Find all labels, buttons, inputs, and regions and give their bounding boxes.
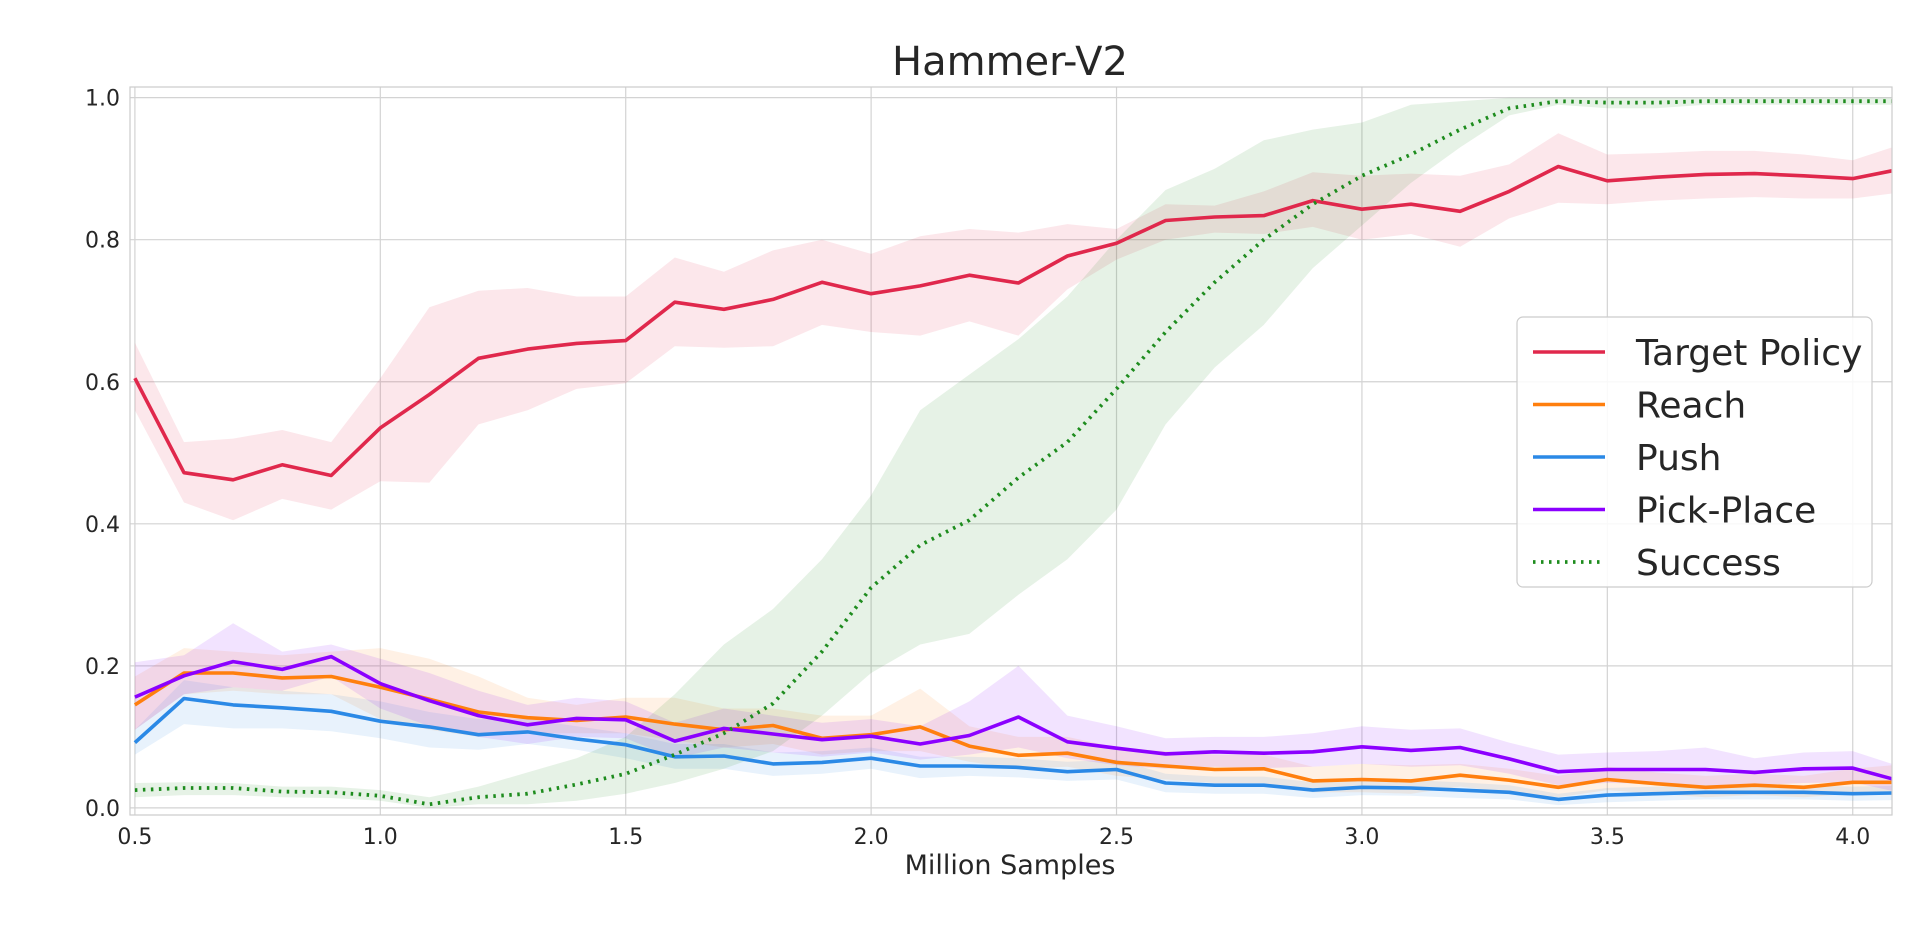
legend: Target Policy Reach Push Pick-Place Success xyxy=(1516,316,1873,588)
y-tick-label: 0.8 xyxy=(85,229,120,254)
legend-label-pick-place: Pick-Place xyxy=(1636,491,1816,532)
x-tick-label: 4.0 xyxy=(1835,825,1870,850)
legend-label-target-policy: Target Policy xyxy=(1635,333,1862,374)
plot-frame xyxy=(129,86,1893,816)
x-tick-label: 2.0 xyxy=(854,825,889,850)
y-tick-label: 0.2 xyxy=(85,655,120,680)
chart-title: Hammer-V2 xyxy=(892,39,1128,85)
x-tick-label: 3.5 xyxy=(1590,825,1625,850)
y-tick-label: 0.0 xyxy=(85,797,120,822)
x-tick-label: 3.0 xyxy=(1344,825,1379,850)
x-tick-label: 1.5 xyxy=(608,825,643,850)
target-policy-band xyxy=(134,133,1892,521)
legend-label-push: Push xyxy=(1636,438,1721,479)
target-policy-line xyxy=(133,164,1893,482)
legend-box xyxy=(1516,316,1873,588)
y-tick-label: 0.6 xyxy=(85,371,120,396)
y-tick-label: 0.4 xyxy=(85,513,120,538)
tick-labels: 0.5 1.0 1.5 2.0 2.5 3.0 3.5 4.0 0.0 0.2 0.4 0.6 0.8 1… xyxy=(85,87,1870,850)
x-tick-label: 0.5 xyxy=(117,825,152,850)
x-tick-label: 2.5 xyxy=(1099,825,1134,850)
legend-label-reach: Reach xyxy=(1636,386,1746,427)
success-band xyxy=(134,97,1892,808)
series-lines xyxy=(133,99,1893,807)
pick-place-line xyxy=(134,654,1893,781)
y-tick-label: 1.0 xyxy=(85,87,120,112)
x-axis-label: Million Samples xyxy=(905,850,1116,881)
push-line xyxy=(133,696,1893,802)
x-tick-label: 1.0 xyxy=(363,825,398,850)
legend-label-success: Success xyxy=(1636,543,1781,584)
